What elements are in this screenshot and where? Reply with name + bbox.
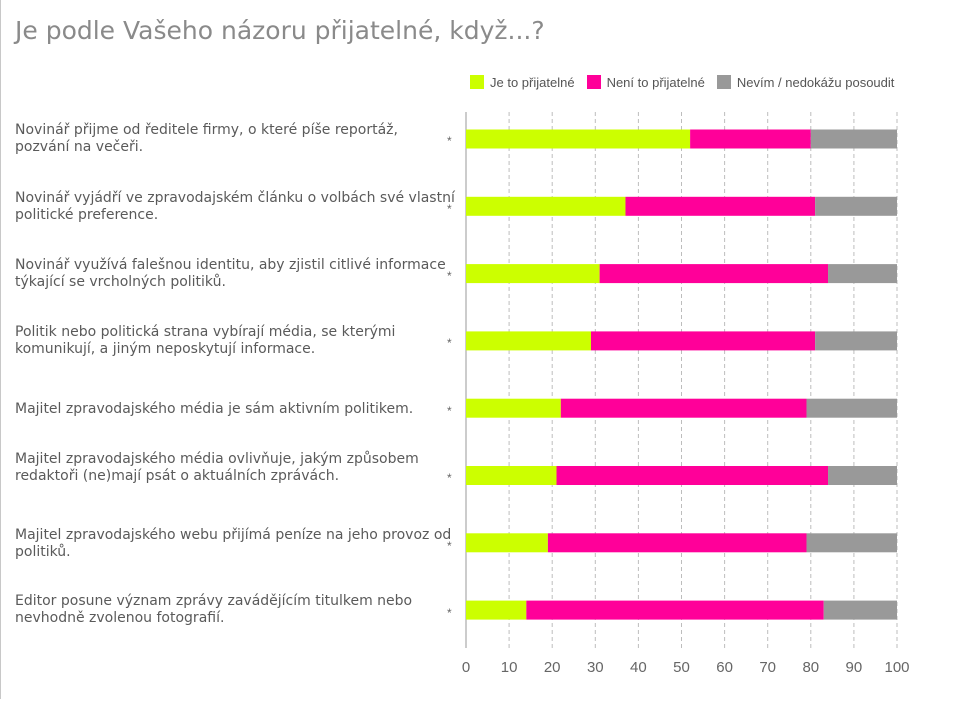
row-marker: *: [447, 606, 452, 620]
legend: Je to přijatelné Není to přijatelné Neví…: [470, 73, 906, 91]
x-tick-label: 40: [630, 659, 647, 676]
x-tick-label: 60: [716, 659, 733, 676]
bar-segment: [466, 466, 557, 485]
row-marker: *: [447, 202, 452, 216]
legend-item-dont-know: Nevím / nedokážu posoudit: [716, 74, 895, 90]
x-tick-label: 30: [587, 659, 604, 676]
category-label: Novinář využívá falešnou identitu, aby z…: [15, 257, 446, 290]
bar-segment: [466, 129, 691, 149]
row-marker: *: [447, 404, 452, 418]
row-marker: *: [447, 336, 452, 350]
bar-segment: [560, 398, 807, 418]
legend-swatch-acceptable: [470, 75, 484, 89]
bar-segment: [547, 533, 807, 553]
legend-label-dont-know: Nevím / nedokážu posoudit: [736, 74, 895, 90]
bar-segment: [810, 129, 897, 149]
bar-segment: [466, 600, 527, 620]
bar-segment: [466, 533, 548, 553]
legend-swatch-not-acceptable: [586, 75, 601, 89]
x-tick-label: 0: [462, 659, 470, 676]
category-label: Majitel zpravodajského média je sám akti…: [15, 401, 414, 417]
bar-segment: [466, 398, 561, 418]
x-tick-label: 10: [501, 659, 518, 676]
legend-item-not-acceptable: Není to přijatelné: [586, 74, 705, 90]
row-marker: *: [447, 134, 452, 148]
bar-segment: [806, 533, 897, 553]
bar-segment: [806, 398, 897, 418]
bar-segment: [466, 331, 591, 351]
category-label: Politik nebo politická strana vybírají m…: [15, 324, 396, 357]
legend-swatch-dont-know: [716, 75, 731, 89]
bar-segment: [815, 196, 897, 216]
legend-item-acceptable: Je to přijatelné: [470, 75, 575, 90]
bar-segment: [828, 466, 897, 485]
bar-segment: [466, 196, 626, 216]
chart-title: Je podle Vašeho názoru přijatelné, když.…: [15, 16, 545, 45]
x-tick-label: 20: [544, 659, 561, 676]
category-label: Novinář přijme od ředitele firmy, o kter…: [15, 122, 398, 155]
legend-label-not-acceptable: Není to přijatelné: [606, 74, 705, 90]
bar-segment: [466, 264, 600, 284]
row-marker: *: [447, 471, 452, 485]
bar-segment: [526, 600, 824, 620]
bar-segment: [599, 264, 829, 284]
category-label: Editor posune význam zprávy zavádějícím …: [15, 593, 413, 626]
x-tick-label: 50: [673, 659, 690, 676]
x-tick-label: 100: [884, 659, 909, 676]
bar-segment: [625, 196, 816, 216]
bar-segment: [823, 600, 897, 620]
x-tick-label: 90: [846, 659, 863, 676]
category-label: Majitel zpravodajského webu přijímá pení…: [15, 527, 452, 560]
legend-label-acceptable: Je to přijatelné: [490, 74, 575, 90]
x-tick-label: 80: [802, 659, 819, 676]
category-label: Majitel zpravodajského média ovlivňuje, …: [15, 451, 419, 484]
x-tick-label: 70: [759, 659, 776, 676]
row-marker: *: [447, 539, 452, 553]
bar-segment: [690, 129, 811, 149]
bar-segment: [590, 331, 816, 351]
bar-segment: [556, 466, 829, 485]
category-label: Novinář vyjádří ve zpravodajském článku …: [15, 190, 455, 223]
bar-segment: [815, 331, 897, 351]
row-marker: *: [447, 269, 452, 283]
bar-segment: [828, 264, 897, 284]
